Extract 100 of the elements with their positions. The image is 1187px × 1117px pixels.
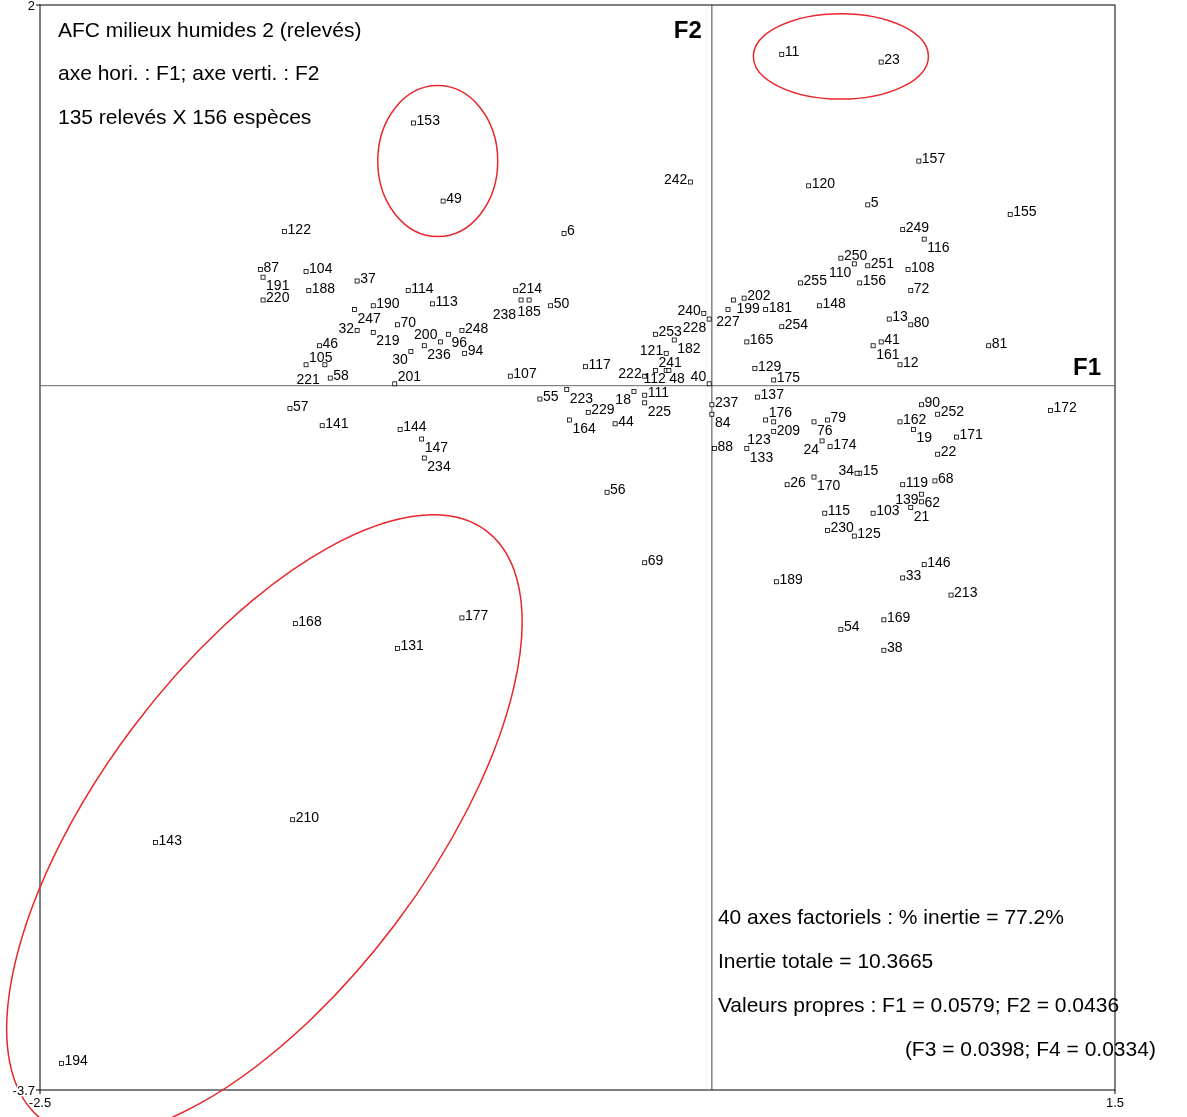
annotation: 251 xyxy=(870,254,895,271)
text: axe hori. : F1; axe verti. : F2 xyxy=(58,61,320,84)
annotation: 108 xyxy=(911,258,935,275)
annotation: 190 xyxy=(376,294,400,311)
annotation: 80 xyxy=(913,313,930,330)
annotation: 40 axes factoriels : % inertie = 77.2% xyxy=(717,905,1064,928)
annotation: 119 xyxy=(905,473,929,490)
annotation: 249 xyxy=(905,218,930,235)
annotation: 168 xyxy=(298,612,322,629)
annotation: 24 xyxy=(803,440,820,457)
annotation: 234 xyxy=(427,458,451,475)
annotation: 104 xyxy=(309,260,333,277)
annotation: 32 xyxy=(338,319,355,336)
annotation: 49 xyxy=(446,190,462,207)
annotation: 107 xyxy=(513,365,537,382)
annotation: 247 xyxy=(357,309,382,326)
annotation: 209 xyxy=(776,421,801,438)
annotation: 185 xyxy=(517,303,542,320)
annotation: 201 xyxy=(397,367,422,384)
annotation: 34 xyxy=(838,462,855,479)
annotation: 220 xyxy=(266,289,290,306)
annotation: 26 xyxy=(790,473,806,490)
annotation: 117 xyxy=(588,355,612,372)
annotation: 250 xyxy=(843,247,868,264)
annotation: F2 xyxy=(673,16,702,43)
annotation: 88 xyxy=(717,437,734,454)
annotation: 131 xyxy=(400,637,425,654)
annotation: 253 xyxy=(658,323,683,340)
annotation: 214 xyxy=(518,279,543,296)
annotation: 143 xyxy=(158,831,183,848)
annotation: 165 xyxy=(749,330,774,347)
annotation: (F3 = 0.0398; F4 = 0.0334) xyxy=(904,1037,1156,1060)
annotation: 57 xyxy=(292,397,309,414)
annotation: 230 xyxy=(830,519,855,536)
annotation: 135 relevés X 156 espèces xyxy=(58,105,312,128)
annotation: 148 xyxy=(822,294,846,311)
annotation: 41 xyxy=(884,330,900,347)
annotation: 22 xyxy=(940,443,957,460)
annotation: 58 xyxy=(333,367,350,384)
annotation: 96 xyxy=(451,334,468,351)
annotation: 171 xyxy=(959,426,984,443)
annotation: 172 xyxy=(1053,399,1078,416)
annotation: 144 xyxy=(403,418,427,435)
annotation: 55 xyxy=(542,388,559,405)
annotation: 237 xyxy=(714,393,739,410)
annotation: 19 xyxy=(916,429,933,446)
annotation: 76 xyxy=(817,421,833,438)
annotation: 115 xyxy=(827,502,851,519)
annotation: 81 xyxy=(991,334,1008,351)
annotation: 252 xyxy=(940,403,965,420)
annotation: 170 xyxy=(817,477,841,494)
annotation: 44 xyxy=(618,412,634,429)
annotation: 87 xyxy=(263,258,280,275)
annotation: 176 xyxy=(768,403,793,420)
annotation: 69 xyxy=(647,551,664,568)
annotation: 221 xyxy=(296,370,321,387)
annotation: 72 xyxy=(913,279,930,296)
annotation: 54 xyxy=(843,618,860,635)
annotation: 79 xyxy=(830,408,847,425)
text: AFC milieux humides 2 (relevés) xyxy=(58,18,362,41)
annotation: 213 xyxy=(954,584,978,601)
annotation: 219 xyxy=(376,332,400,349)
annotation: 157 xyxy=(921,150,946,167)
annotation: 90 xyxy=(924,393,941,410)
annotation: 112 xyxy=(643,370,667,387)
annotation: 177 xyxy=(464,606,489,623)
annotation: 162 xyxy=(903,410,927,427)
annotation: 222 xyxy=(618,365,642,382)
annotation: 84 xyxy=(714,414,731,431)
annotation: 146 xyxy=(927,553,951,570)
annotation: 18 xyxy=(615,391,632,408)
annotation: 188 xyxy=(311,279,336,296)
annotation: Inertie totale = 10.3665 xyxy=(717,949,934,972)
annotation: 50 xyxy=(553,294,570,311)
annotation: 240 xyxy=(677,302,702,319)
annotation: 48 xyxy=(669,370,685,387)
annotation: 6 xyxy=(567,222,576,239)
x-tick-label: 1.5 xyxy=(1105,1095,1125,1110)
annotation: 111 xyxy=(647,384,670,401)
y-tick-label: 2 xyxy=(27,0,35,13)
annotation: 70 xyxy=(400,313,417,330)
annotation: 225 xyxy=(647,402,672,419)
annotation: 40 xyxy=(690,367,707,384)
annotation: 122 xyxy=(287,220,312,237)
annotation: 105 xyxy=(309,348,333,365)
annotation: 242 xyxy=(664,171,688,188)
x-tick-label: -2.5 xyxy=(28,1095,52,1110)
annotation: 23 xyxy=(884,51,900,68)
annotation: 133 xyxy=(749,448,774,465)
annotation: 153 xyxy=(416,112,441,129)
annotation: 94 xyxy=(467,342,484,359)
annotation: 33 xyxy=(905,566,922,583)
annotation: 161 xyxy=(876,345,900,362)
annotation: 210 xyxy=(295,808,320,825)
annotation: 30 xyxy=(392,351,409,368)
annotation: 113 xyxy=(435,292,458,309)
annotation: 56 xyxy=(610,481,626,498)
annotation: 241 xyxy=(658,354,683,371)
annotation: 189 xyxy=(779,570,803,587)
annotation: 155 xyxy=(1013,203,1037,220)
